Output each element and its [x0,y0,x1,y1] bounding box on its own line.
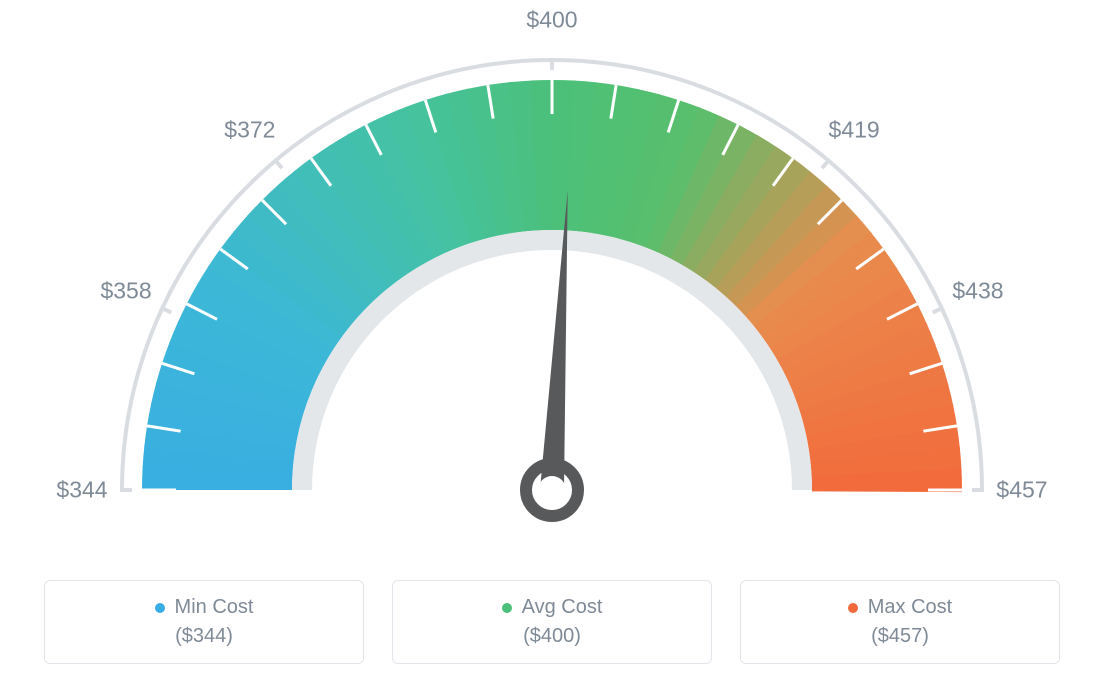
legend-value-avg: ($400) [523,625,581,648]
legend-name-min: Min Cost [175,596,254,619]
legend-title-max: Max Cost [848,596,952,619]
legend-name-max: Max Cost [868,596,952,619]
gauge-tick-label: $344 [56,477,107,504]
gauge-tick-label: $438 [952,278,1003,305]
legend-card-min: Min Cost ($344) [44,580,364,664]
gauge-tick-label: $419 [829,116,880,143]
legend-name-avg: Avg Cost [522,596,603,619]
legend-dot-min [155,603,165,613]
legend-title-avg: Avg Cost [502,596,603,619]
legend-card-avg: Avg Cost ($400) [392,580,712,664]
gauge-chart: $344 $358 $372 $400 $419 $438 $457 [0,0,1104,540]
legend-row: Min Cost ($344) Avg Cost ($400) Max Cost… [0,580,1104,664]
legend-card-max: Max Cost ($457) [740,580,1060,664]
legend-value-max: ($457) [871,625,929,648]
legend-dot-avg [502,603,512,613]
legend-value-min: ($344) [175,625,233,648]
gauge-tick-label: $358 [100,278,151,305]
gauge-tick-label: $400 [526,7,577,34]
legend-title-min: Min Cost [155,596,254,619]
gauge-tick-label: $372 [224,116,275,143]
gauge-svg [0,0,1104,540]
gauge-tick-label: $457 [996,477,1047,504]
legend-dot-max [848,603,858,613]
